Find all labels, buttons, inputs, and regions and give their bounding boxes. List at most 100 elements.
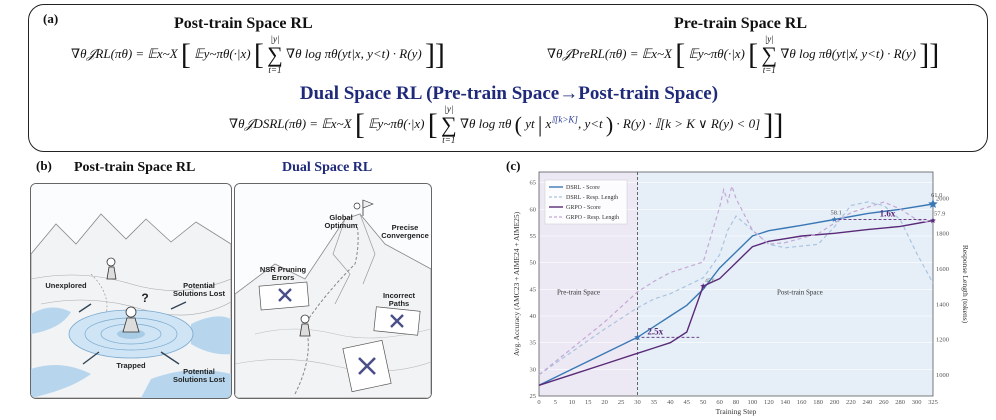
dsrl-lhs: ∇θ𝒥DSRL(πθ) = 𝔼x~X	[229, 115, 352, 131]
x-tick-20: 20	[601, 399, 608, 406]
point-value-labels: 58.1 61.0 57.9 45.6	[705, 192, 945, 284]
pre-train-space-label: Pre-train Space	[557, 289, 600, 297]
x-tick-80: 80	[733, 399, 740, 406]
x-tick-180: 180	[813, 399, 823, 406]
label-precise-convergence: Precise Convergence	[381, 223, 429, 240]
y2-tick-labels: 1000 1200 1400 1600 1800 2000	[936, 195, 949, 378]
speedup-annotations: 2.5x 1.6x	[641, 208, 927, 338]
label-nsr-pruning-errors: NSR Pruning Errors	[259, 265, 307, 282]
x-tick-240: 240	[862, 399, 872, 406]
x-tick-45: 45	[684, 399, 691, 406]
prerl-term: ∇θ log πθ(yt|x̸, y<t) · R(y)	[780, 45, 916, 61]
panel-b-tag: (b)	[36, 158, 52, 173]
y-tick-65: 65	[530, 180, 537, 187]
prerl-inner-expectation: 𝔼y~πθ(·|x)	[688, 45, 745, 61]
dsrl-term-b: yt	[525, 115, 535, 131]
y2-tick-1400: 1400	[936, 301, 949, 308]
global-optimum-illustration	[235, 184, 431, 398]
label-global-optimum: Global Optimum	[324, 213, 358, 230]
formula-panel: (a) Post-train Space RL Pre-train Space …	[28, 4, 988, 152]
x-tick-15: 15	[585, 399, 592, 406]
legend-dsrl-score: DSRL - Score	[566, 185, 600, 191]
x-tick-300: 300	[912, 399, 922, 406]
x-tick-220: 220	[846, 399, 856, 406]
point-label-grpo-50: 45.6	[705, 278, 715, 284]
y-axis-title: Avg. Accuracy (AMC23 + AIME24 + AIME25)	[512, 211, 521, 356]
y-tick-60: 60	[530, 206, 537, 213]
series-dsrl-length	[538, 201, 934, 376]
x-tick-25: 25	[618, 399, 625, 406]
panel-a-tag: (a)	[43, 11, 59, 26]
prerl-lhs: ∇θ𝒥PreRL(πθ) = 𝔼x~X	[547, 45, 672, 61]
legend-grpo-score: GRPO - Score	[566, 205, 601, 211]
chart-legend: DSRL - Score DSRL - Resp. Length GRPO - …	[544, 179, 628, 225]
x-tick-160: 160	[797, 399, 807, 406]
x-tick-140: 140	[780, 399, 790, 406]
point-label-dsrl-200: 58.1	[831, 209, 842, 216]
y2-tick-1800: 1800	[936, 231, 949, 238]
post-train-region	[637, 172, 933, 396]
dsrl-term-a: ∇θ log πθ	[459, 115, 512, 131]
sketch-left-title: Post-train Space RL	[74, 160, 196, 175]
rl-term: ∇θ log πθ(yt|x, y<t) · R(y)	[286, 45, 422, 61]
rl-formula: ∇θ𝒥RL(πθ) = 𝔼x~X [ 𝔼y~πθ(·|x) [ |y| ∑ t=…	[71, 34, 445, 75]
x-tick-120: 120	[764, 399, 774, 406]
rl-lhs: ∇θ𝒥RL(πθ) = 𝔼x~X	[71, 45, 178, 61]
x-tick-325: 325	[928, 399, 938, 406]
legend-dsrl-length: DSRL - Resp. Length	[566, 195, 618, 201]
prerl-formula: ∇θ𝒥PreRL(πθ) = 𝔼x~X [ 𝔼y~πθ(·|x) [ |y| ∑…	[547, 34, 940, 75]
legend-grpo-length: GRPO - Resp. Length	[566, 215, 619, 221]
label-potential-lost-top: Potential Solutions Lost	[172, 281, 226, 298]
x-tick-100: 100	[748, 399, 758, 406]
y2-tick-2000: 2000	[936, 195, 949, 202]
label-question: ?	[141, 291, 149, 305]
x-tick-5: 5	[554, 399, 557, 406]
label-trapped: Trapped	[116, 361, 146, 370]
y2-tick-1000: 1000	[936, 372, 949, 379]
sketch-global-optimum-landscape: Global Optimum Precise Convergence NSR P…	[234, 183, 432, 399]
point-label-dsrl-final: 61.0	[931, 192, 942, 199]
y-tick-50: 50	[530, 260, 537, 267]
series-grpo-length	[538, 183, 934, 376]
y-tick-25: 25	[530, 393, 537, 400]
series-grpo-score	[538, 219, 934, 386]
x-tick-200: 200	[830, 399, 840, 406]
plot-frame	[538, 171, 934, 397]
y-tick-55: 55	[530, 233, 537, 240]
marker-dsrl-200	[831, 216, 838, 222]
y2-tick-1200: 1200	[936, 337, 949, 344]
dsrl-term-e: · R(y) · 𝕀[k > K ∨ R(y) < 0]	[616, 115, 761, 131]
y-tick-45: 45	[530, 286, 537, 293]
x-tick-260: 260	[879, 399, 889, 406]
dsrl-term-c: x	[545, 115, 552, 131]
rl-inner-expectation: 𝔼y~πθ(·|x)	[194, 45, 251, 61]
dsrl-sum: |y| ∑ t=1	[441, 104, 457, 145]
y2-axis-title: Response Length (tokens)	[961, 245, 970, 324]
training-curve-chart: 0 5 10 15 20 25 30 35 40 45 50 60 80 100 120 140 160 180 2…	[512, 171, 970, 416]
y-tick-40: 40	[530, 313, 537, 320]
dual-space-title: Dual Space RL (Pre-train Space→Post-trai…	[299, 83, 719, 104]
rl-sum: |y| ∑ t=1	[267, 34, 283, 75]
sketch-trapped-landscape: Unexplored Potential Solutions Lost Trap…	[30, 183, 232, 399]
series-dsrl-score	[538, 203, 934, 386]
y2-tick-1600: 1600	[936, 266, 949, 273]
marker-grpo-final	[930, 217, 936, 223]
y-tick-35: 35	[530, 340, 537, 347]
label-potential-lost-bottom: Potential Solutions Lost	[172, 367, 226, 384]
pre-train-title: Pre-train Space RL	[674, 15, 808, 32]
x-tick-280: 280	[895, 399, 905, 406]
dsrl-term-d: , y<t	[577, 115, 603, 131]
x-tick-40: 40	[667, 399, 674, 406]
marker-grpo-50	[700, 283, 706, 289]
x-tick-30: 30	[634, 399, 641, 406]
dsrl-formula: ∇θ𝒥DSRL(πθ) = 𝔼x~X [ 𝔼y~πθ(·|x) [ |y| ∑ …	[229, 104, 784, 145]
series-layer	[538, 183, 938, 386]
post-train-title: Post-train Space RL	[174, 15, 313, 32]
x-tick-60: 60	[716, 399, 723, 406]
label-incorrect-paths: Incorrect Paths	[382, 291, 416, 308]
label-unexplored: Unexplored	[45, 281, 87, 290]
x-tick-labels: 0 5 10 15 20 25 30 35 40 45 50 60 80 100 120 140 160 180 2…	[537, 399, 938, 406]
prerl-sum: |y| ∑ t=1	[761, 34, 778, 75]
trapped-landscape-illustration	[31, 184, 231, 398]
post-train-space-label: Post-train Space	[777, 289, 823, 297]
